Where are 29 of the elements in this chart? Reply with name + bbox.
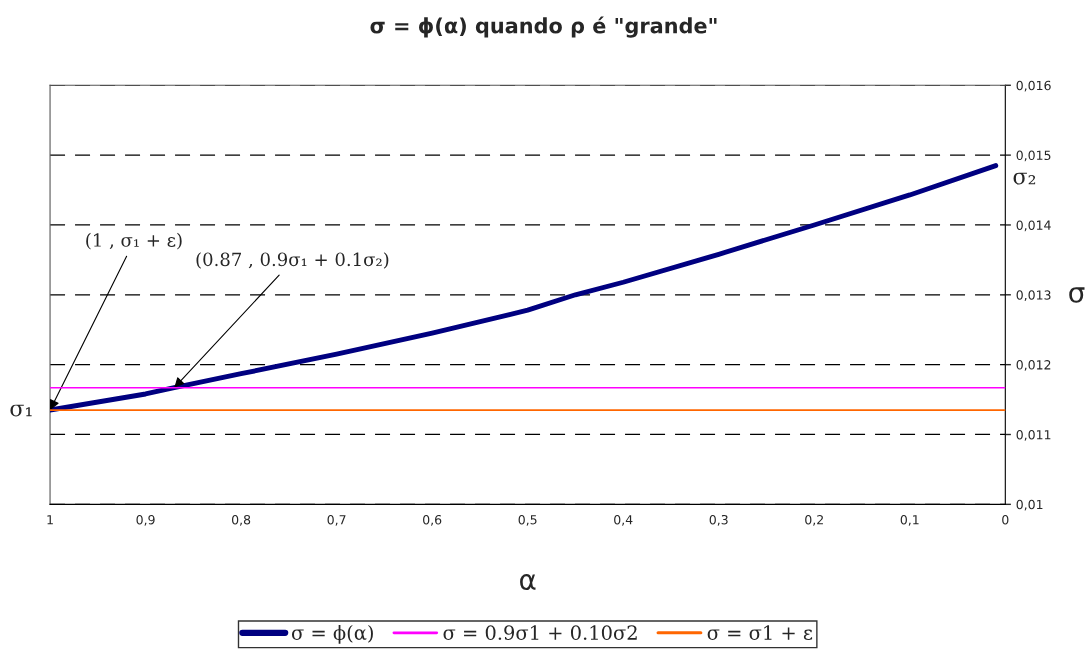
annotation: σ₁ bbox=[10, 404, 32, 417]
x-tick-label: 0,5 bbox=[518, 514, 537, 526]
x-tick-label: 0,3 bbox=[709, 514, 728, 526]
line-series bbox=[50, 163, 999, 413]
x-tick-label: 0,7 bbox=[327, 514, 346, 526]
annotation: (1 , σ₁ + ε) bbox=[86, 232, 182, 250]
y-axis-title: σ bbox=[1069, 287, 1085, 303]
legend-label: σ = ϕ(α) bbox=[291, 624, 373, 644]
x-tick-label: 1 bbox=[47, 515, 53, 525]
y-tick-label: 0,015 bbox=[1016, 150, 1051, 162]
x-axis-title: α bbox=[520, 574, 536, 590]
legend-label: σ = σ1 + ε bbox=[707, 625, 813, 641]
x-tick-label: 0,4 bbox=[614, 514, 633, 526]
y-tick-label: 0,012 bbox=[1016, 360, 1051, 371]
legend-label: σ = 0.9σ1 + 0.10σ2 bbox=[443, 625, 637, 640]
y-tick-label: 0,011 bbox=[1016, 429, 1051, 441]
x-tick-label: 0,9 bbox=[136, 514, 155, 526]
y-tick-label: 0,016 bbox=[1016, 80, 1051, 92]
annotation: (0.87 , 0.9σ₁ + 0.1σ₂) bbox=[196, 252, 389, 269]
y-tick-label: 0,013 bbox=[1016, 290, 1051, 302]
x-tick-label: 0,8 bbox=[231, 514, 251, 526]
x-tick-label: 0,2 bbox=[805, 514, 823, 526]
y-tick-label: 0,014 bbox=[1016, 220, 1051, 232]
annotation: σ₂ bbox=[1013, 172, 1036, 185]
x-tick-label: 0 bbox=[1002, 514, 1009, 525]
chart-title: σ = ϕ(α) quando ρ é "grande" bbox=[370, 16, 717, 38]
x-tick-label: 0,6 bbox=[423, 514, 442, 526]
x-tick-label: 0,1 bbox=[900, 514, 919, 526]
y-tick-label: 0,01 bbox=[1016, 499, 1043, 511]
